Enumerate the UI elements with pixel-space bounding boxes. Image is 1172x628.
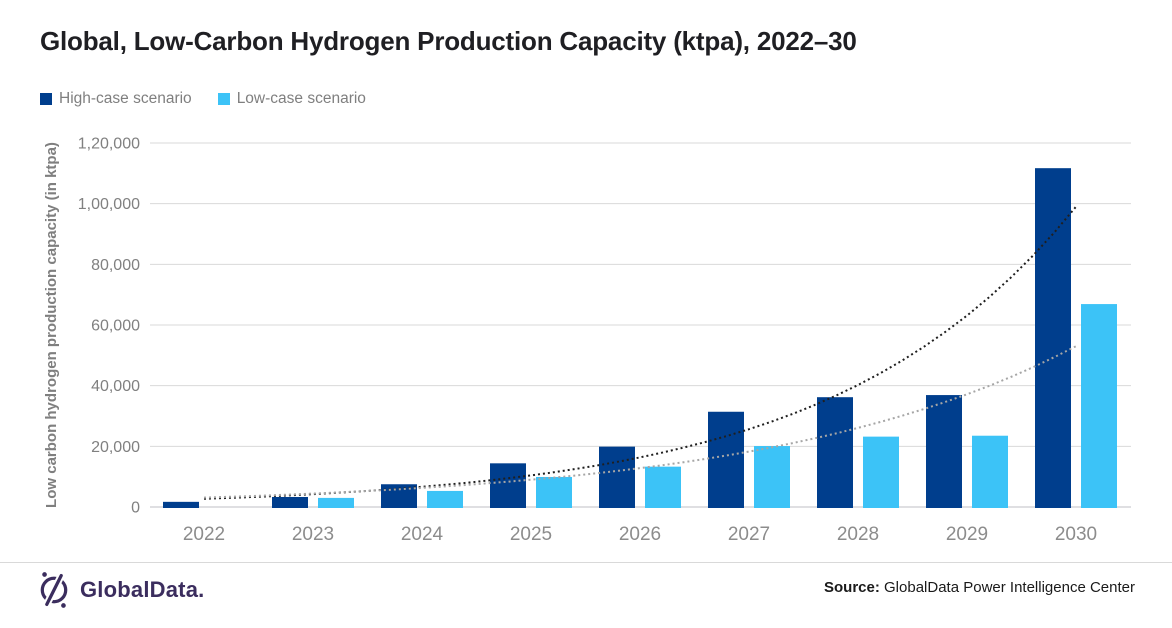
chart-title: Global, Low-Carbon Hydrogen Production C… (40, 26, 857, 56)
svg-text:2026: 2026 (619, 524, 661, 545)
svg-text:80,000: 80,000 (91, 257, 140, 274)
globaldata-logo-icon (40, 572, 68, 608)
svg-text:0: 0 (131, 500, 140, 517)
svg-text:2030: 2030 (1055, 524, 1097, 545)
legend-item-high-case: High-case scenario (40, 90, 192, 108)
legend-item-low-case: Low-case scenario (217, 90, 366, 108)
legend-label-low-case: Low-case scenario (236, 90, 366, 107)
globaldata-logo: GlobalData. (36, 572, 204, 608)
svg-text:2024: 2024 (401, 524, 444, 545)
svg-text:2029: 2029 (946, 524, 988, 545)
svg-text:1,20,000: 1,20,000 (78, 136, 140, 153)
globaldata-logo-text: GlobalData. (80, 577, 205, 602)
source-text: GlobalData Power Intelligence Center (884, 579, 1135, 596)
source-label: Source: (823, 579, 880, 596)
svg-text:2027: 2027 (728, 524, 770, 545)
legend: High-case scenario Low-case scenario (40, 90, 366, 108)
svg-text:2023: 2023 (292, 524, 334, 545)
legend-swatch-low-icon (217, 93, 230, 105)
source-note: Source: GlobalData Power Intelligence Ce… (824, 579, 1135, 596)
legend-swatch-high-icon (40, 93, 52, 105)
svg-text:2028: 2028 (837, 524, 879, 545)
svg-text:20,000: 20,000 (91, 439, 140, 456)
svg-text:1,00,000: 1,00,000 (78, 196, 140, 213)
svg-text:2022: 2022 (183, 524, 225, 545)
svg-text:2025: 2025 (510, 524, 552, 545)
svg-text:60,000: 60,000 (91, 318, 140, 335)
footer-divider (0, 562, 1172, 563)
svg-text:40,000: 40,000 (91, 378, 140, 395)
legend-label-high-case: High-case scenario (59, 90, 192, 107)
